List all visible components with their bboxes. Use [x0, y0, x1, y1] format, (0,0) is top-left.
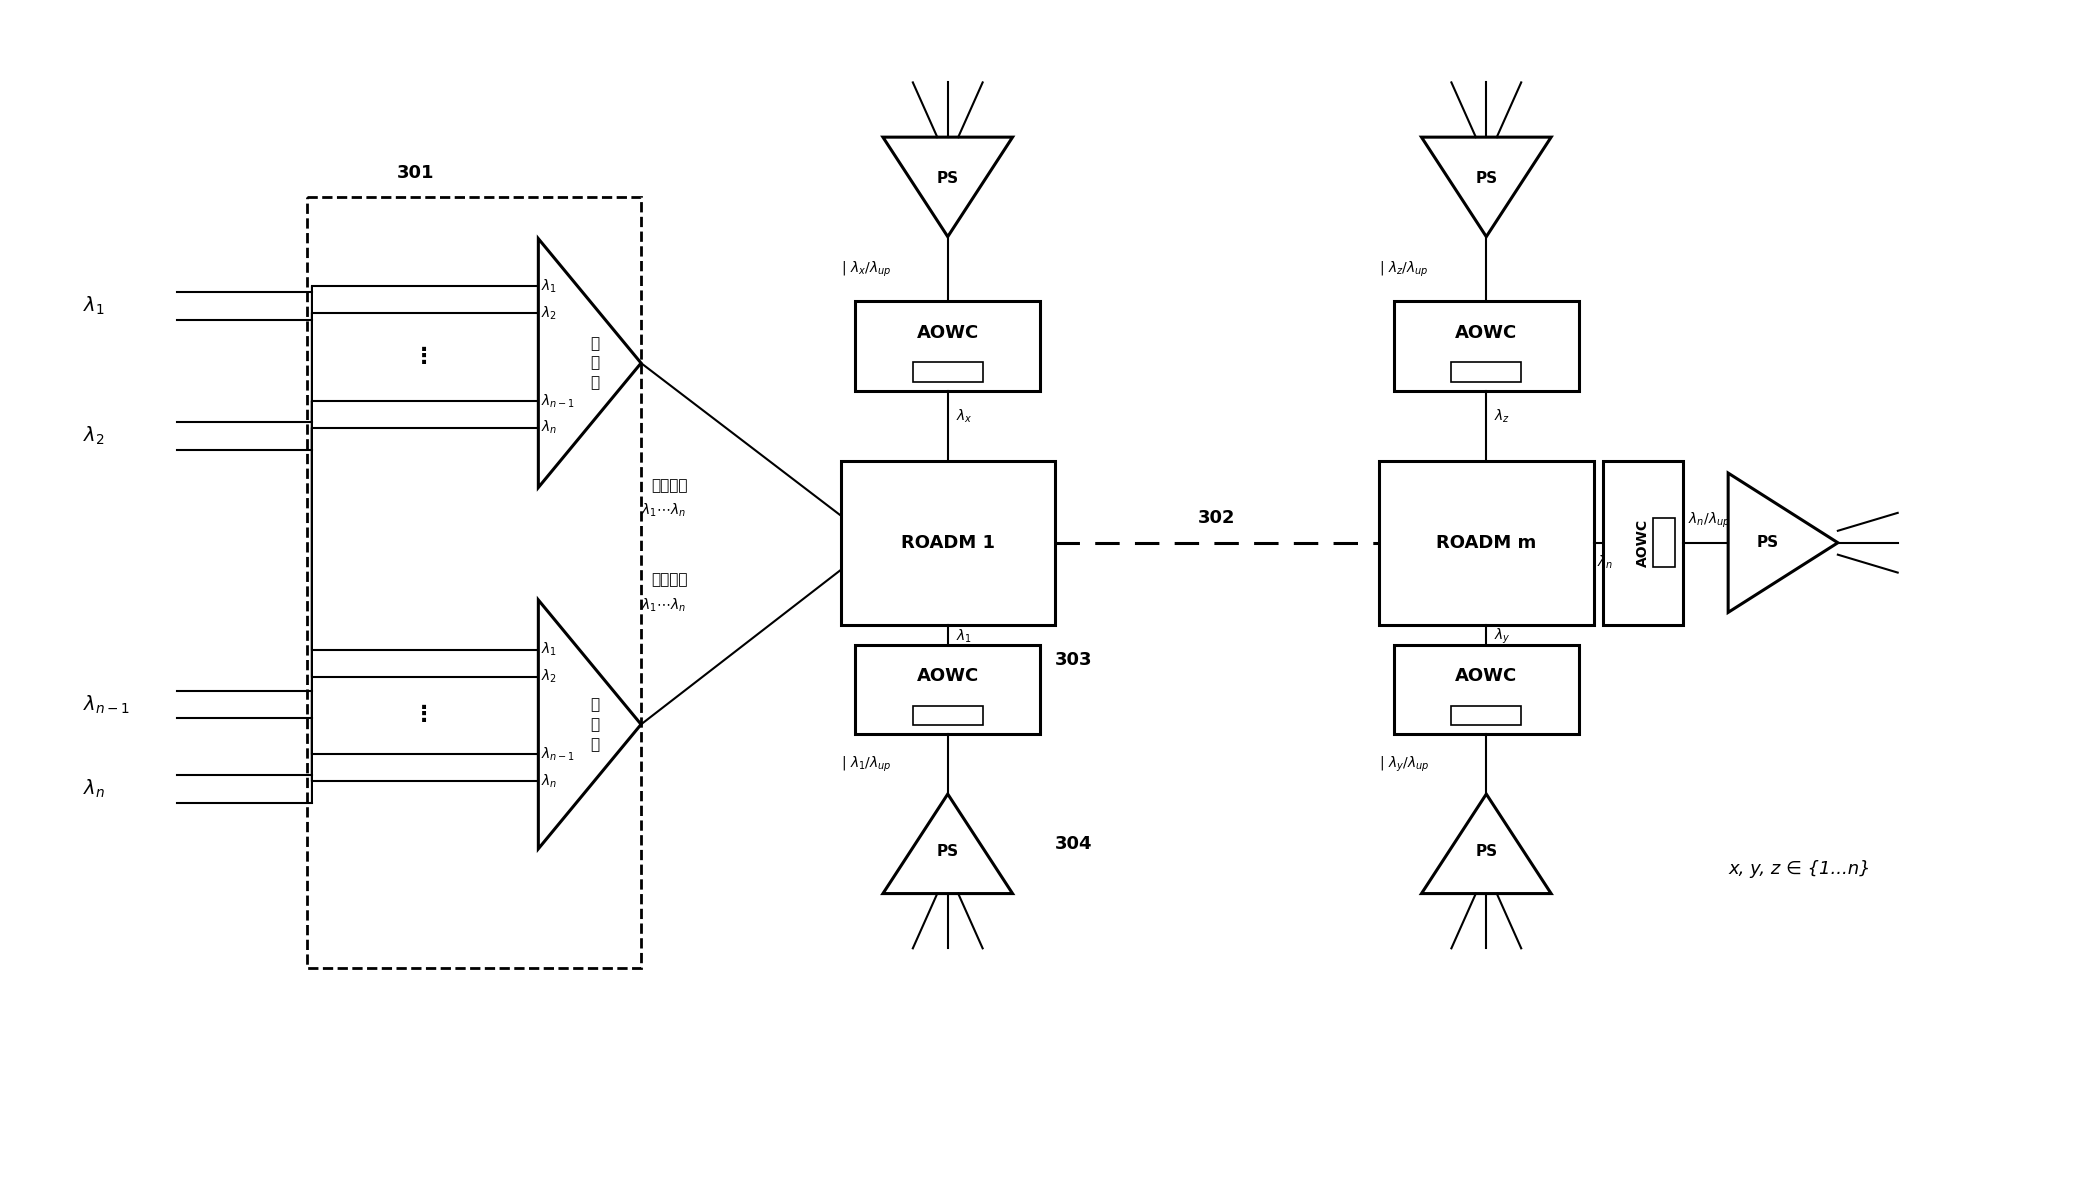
- Bar: [1653, 518, 1676, 568]
- Text: $\lambda_1$: $\lambda_1$: [956, 628, 971, 646]
- Text: PS: PS: [1476, 845, 1497, 859]
- Text: $\lambda_1$: $\lambda_1$: [541, 641, 557, 659]
- Text: | $\lambda_x/\lambda_{up}$: | $\lambda_x/\lambda_{up}$: [840, 259, 890, 279]
- Text: AOWC: AOWC: [1455, 667, 1518, 685]
- Bar: [840, 460, 1054, 625]
- Bar: [308, 196, 640, 968]
- Text: $\lambda_y$: $\lambda_y$: [1495, 627, 1511, 646]
- Text: AOWC: AOWC: [917, 667, 979, 685]
- Text: $\lambda_n/\lambda_{up}$: $\lambda_n/\lambda_{up}$: [1688, 511, 1730, 530]
- Text: ROADM m: ROADM m: [1437, 534, 1536, 551]
- Text: $\lambda_1$: $\lambda_1$: [541, 278, 557, 295]
- Bar: [854, 645, 1040, 735]
- Text: 合
波
器: 合 波 器: [590, 336, 599, 390]
- Text: PS: PS: [1757, 535, 1780, 550]
- Bar: [1451, 706, 1522, 725]
- Text: $\lambda_2$: $\lambda_2$: [541, 304, 557, 322]
- Text: ROADM 1: ROADM 1: [900, 534, 994, 551]
- Text: $\lambda_1\cdots\lambda_n$: $\lambda_1\cdots\lambda_n$: [640, 596, 686, 614]
- Text: AOWC: AOWC: [917, 324, 979, 342]
- Text: x, y, z ∈ {1...n}: x, y, z ∈ {1...n}: [1728, 860, 1871, 878]
- Text: $\lambda_z$: $\lambda_z$: [1495, 407, 1511, 425]
- Bar: [1395, 302, 1578, 390]
- Text: $\lambda_{n-1}$: $\lambda_{n-1}$: [541, 745, 576, 763]
- Bar: [913, 706, 983, 725]
- Text: 上行数据: 上行数据: [651, 573, 688, 588]
- Text: $\lambda_1$: $\lambda_1$: [83, 296, 104, 317]
- Text: 304: 304: [1054, 835, 1091, 853]
- Text: 303: 303: [1054, 651, 1091, 668]
- Text: $\lambda_n$: $\lambda_n$: [83, 778, 104, 800]
- Text: AOWC: AOWC: [1636, 518, 1651, 567]
- Bar: [1451, 362, 1522, 382]
- Text: PS: PS: [938, 172, 958, 187]
- Text: $\lambda_n$: $\lambda_n$: [541, 419, 557, 437]
- Text: $\lambda_{n-1}$: $\lambda_{n-1}$: [83, 693, 129, 716]
- Text: | $\lambda_1/\lambda_{up}$: | $\lambda_1/\lambda_{up}$: [840, 755, 892, 774]
- Text: $\lambda_{n-1}$: $\lambda_{n-1}$: [541, 393, 576, 409]
- Bar: [1603, 460, 1684, 625]
- Bar: [1378, 460, 1593, 625]
- Bar: [1395, 645, 1578, 735]
- Text: 302: 302: [1198, 509, 1235, 526]
- Text: $\lambda_n$: $\lambda_n$: [541, 772, 557, 790]
- Text: 分
波
器: 分 波 器: [590, 697, 599, 751]
- Text: | $\lambda_y/\lambda_{up}$: | $\lambda_y/\lambda_{up}$: [1378, 755, 1430, 774]
- Text: $\lambda_x$: $\lambda_x$: [956, 407, 973, 425]
- Text: $\lambda_2$: $\lambda_2$: [83, 425, 104, 447]
- Text: PS: PS: [938, 845, 958, 859]
- Text: 下行数据: 下行数据: [651, 478, 688, 493]
- Text: $\lambda_n$: $\lambda_n$: [1597, 554, 1613, 571]
- Text: 301: 301: [397, 164, 435, 182]
- Text: | $\lambda_z/\lambda_{up}$: | $\lambda_z/\lambda_{up}$: [1378, 259, 1428, 279]
- Text: ⋮: ⋮: [414, 705, 435, 725]
- Bar: [854, 302, 1040, 390]
- Text: $\lambda_1\cdots\lambda_n$: $\lambda_1\cdots\lambda_n$: [640, 502, 686, 519]
- Text: $\lambda_2$: $\lambda_2$: [541, 668, 557, 685]
- Text: PS: PS: [1476, 172, 1497, 187]
- Bar: [913, 362, 983, 382]
- Text: ⋮: ⋮: [414, 347, 435, 367]
- Text: AOWC: AOWC: [1455, 324, 1518, 342]
